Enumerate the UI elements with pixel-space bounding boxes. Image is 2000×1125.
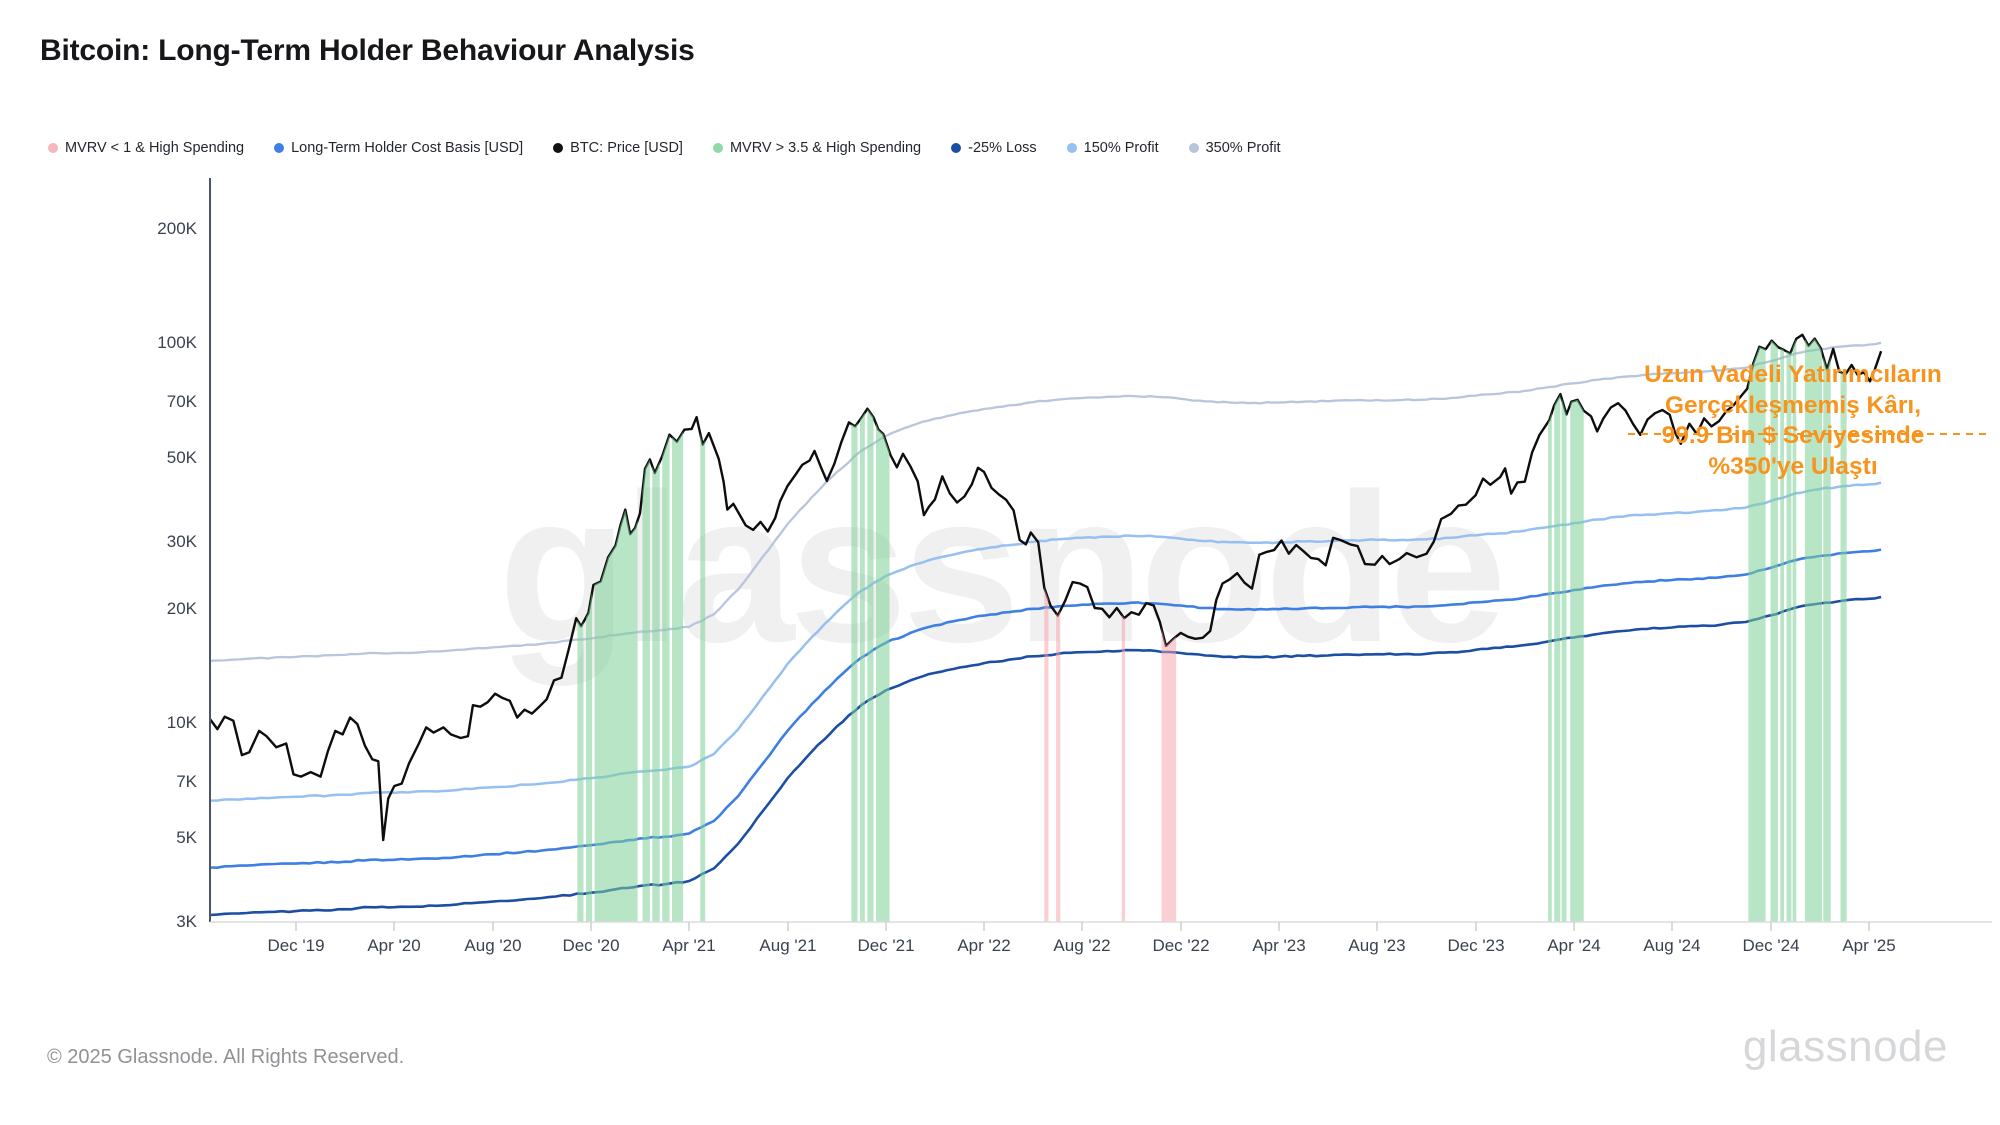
mvrv-high-band [1554,334,1561,922]
event-bands [577,334,1847,922]
legend-item-lth-cost-basis[interactable]: Long-Term Holder Cost Basis [USD] [274,140,523,156]
glassnode-logo: glassnode [1742,1022,1948,1071]
x-tick-label: Dec '22 [1152,936,1209,955]
annotation-callout: Uzun Vadeli Yatırımcıların Gerçekleşmemi… [1592,360,1994,482]
x-tick-label: Apr '24 [1547,936,1600,955]
legend-item-btc-price[interactable]: BTC: Price [USD] [553,140,683,156]
mvrv-high-band [1823,334,1831,922]
mvrv-high-band [672,334,684,922]
mvrv-high-band [851,334,858,922]
profit-150-legend-dot-icon [1066,143,1077,153]
legend-label: Long-Term Holder Cost Basis [USD] [291,140,524,156]
series-line-350-profit [209,341,1882,662]
legend-item-mvrv-low[interactable]: MVRV < 1 & High Spending [48,140,244,156]
mvrv-high-band [876,334,890,922]
series-line-btc-price [209,333,1883,842]
x-tick-label: Aug '21 [759,936,816,955]
series-line--25-loss [209,595,1882,917]
profit-350-legend-dot-icon [1188,143,1199,153]
legend: MVRV < 1 & High Spending Long-Term Holder… [48,140,1281,156]
mvrv-high-band [867,334,874,922]
legend-label: MVRV < 1 & High Spending [65,140,245,156]
copyright-text: © 2025 Glassnode. All Rights Reserved. [47,1046,405,1068]
y-tick-label: 7K [176,772,197,791]
legend-item-loss-25[interactable]: -25% Loss [951,140,1037,156]
mvrv-high-band [594,334,638,922]
x-tick-label: Dec '19 [267,936,324,955]
y-tick-label: 70K [167,392,198,411]
mvrv-high-band [860,334,865,922]
legend-item-profit-150[interactable]: 150% Profit [1066,140,1159,156]
mvrv-high-band [1840,334,1847,922]
x-tick-label: Aug '24 [1643,936,1700,955]
y-tick-label: 50K [167,448,198,467]
mvrv-high-band [1780,334,1784,922]
annotation-line: Gerçekleşmemiş Kârı, [1664,391,1922,419]
loss-25-legend-dot-icon [951,143,962,153]
lth-cost-basis-legend-dot-icon [274,143,285,153]
mvrv-high-band [1561,334,1567,922]
y-tick-label: 3K [176,912,197,931]
x-tick-label: Apr '22 [957,936,1010,955]
series-line-long-term-holder-cost-basis-usd- [209,548,1882,869]
x-tick-label: Apr '25 [1842,936,1895,955]
x-tick-label: Apr '21 [662,936,715,955]
legend-label: 150% Profit [1083,140,1159,156]
y-tick-label: 5K [176,828,197,847]
mvrv-low-band [1121,334,1126,922]
legend-item-profit-350[interactable]: 350% Profit [1188,140,1281,156]
mvrv-low-band [1044,334,1049,922]
annotation-line: %350'ye Ulaştı [1708,452,1878,480]
btc-price-legend-dot-icon [553,143,564,153]
y-tick-label: 10K [167,713,198,732]
mvrv-low-band [1056,334,1061,922]
x-tick-label: Dec '23 [1447,936,1504,955]
y-tick-label: 30K [167,532,198,551]
mvrv-high-band [662,334,670,922]
mvrv-high-band [1570,334,1584,922]
annotation-line: 99.9 Bin $ Seviyesinde [1661,422,1925,449]
mvrv-high-band [586,334,593,922]
mvrv-high-legend-dot-icon [712,143,723,153]
mvrv-high-band [1792,334,1797,922]
legend-label: 350% Profit [1205,140,1281,156]
x-tick-label: Apr '20 [367,936,420,955]
x-tick-label: Dec '20 [562,936,619,955]
legend-label: -25% Loss [968,140,1037,156]
mvrv-high-band [1804,334,1823,922]
x-tick-label: Aug '22 [1053,936,1110,955]
x-tick-label: Aug '23 [1348,936,1405,955]
page-title: Bitcoin: Long-Term Holder Behaviour Anal… [40,34,695,67]
x-tick-label: Apr '23 [1252,936,1305,955]
x-tick-label: Dec '21 [857,936,914,955]
x-tick-label: Aug '20 [464,936,521,955]
mvrv-low-band [1161,334,1177,922]
y-tick-label: 20K [167,599,198,618]
mvrv-low-legend-dot-icon [48,143,58,153]
mvrv-high-band [1770,334,1778,922]
y-tick-label: 200K [157,219,197,238]
mvrv-high-band [700,334,706,922]
mvrv-high-band [577,334,584,922]
y-tick-label: 100K [157,333,197,352]
annotation-line: Uzun Vadeli Yatırımcıların [1644,361,1942,388]
mvrv-high-band [642,334,650,922]
legend-item-mvrv-high[interactable]: MVRV > 3.5 & High Spending [712,140,922,156]
series-line-150-profit [209,481,1882,802]
mvrv-high-band [652,334,660,922]
mvrv-high-band [1748,334,1766,922]
mvrv-high-band [1548,334,1552,922]
legend-label: MVRV > 3.5 & High Spending [729,140,922,156]
x-tick-label: Dec '24 [1742,936,1799,955]
legend-label: BTC: Price [USD] [570,140,683,156]
mvrv-high-band [1786,334,1792,922]
